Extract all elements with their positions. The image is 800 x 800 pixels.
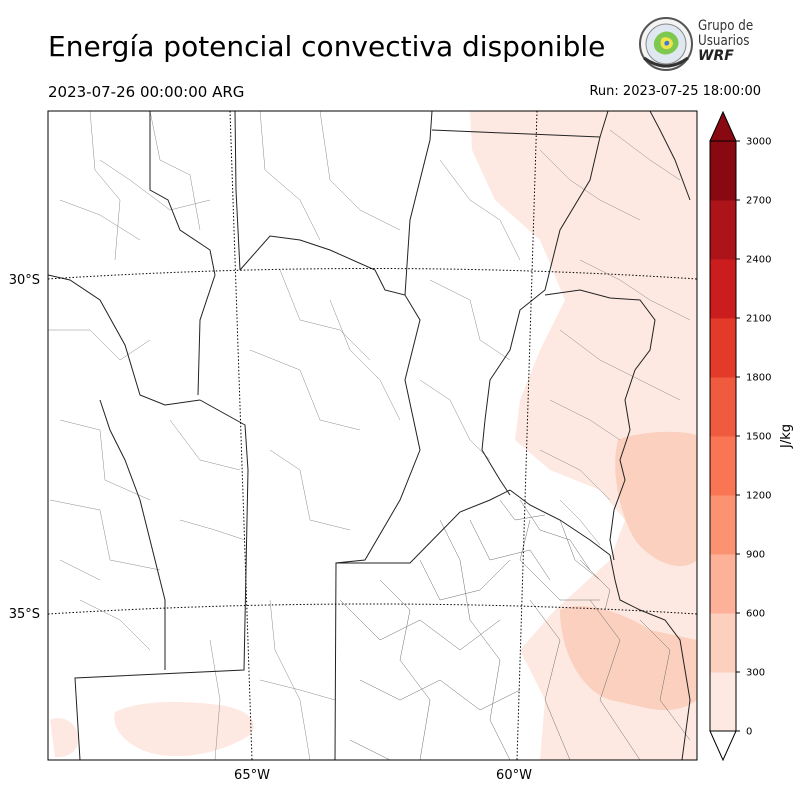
colorbar-segment (710, 259, 736, 319)
boundary-santiago-west (234, 111, 241, 271)
colorbar-segment (710, 613, 736, 673)
map-area (48, 111, 697, 760)
colorbar-tick-label: 2100 (746, 314, 771, 325)
colorbar-segment (710, 141, 736, 201)
colorbar-segment (710, 200, 736, 260)
colorbar-extend-max (709, 110, 737, 142)
cape-field-low (470, 111, 697, 760)
logo-line-1: Grupo de (698, 18, 754, 34)
wrf-users-group-logo: Grupo de Usuarios WRF (636, 14, 766, 76)
seal-icon (639, 17, 693, 71)
cape-field-mid (615, 431, 697, 567)
boundary-santiago-east (404, 111, 433, 296)
parallel-30s (48, 268, 697, 280)
map-frame (47, 110, 698, 761)
colorbar-segment (710, 672, 736, 732)
run-time: Run: 2023-07-25 18:00:00 (589, 84, 761, 99)
cape-field-low (50, 718, 79, 758)
graticule (48, 111, 697, 760)
colorbar-segment (710, 495, 736, 555)
partido-boundaries (339, 499, 691, 760)
colorbar-segment (710, 318, 736, 378)
valid-time: 2023-07-26 00:00:00 ARG (48, 83, 245, 101)
colorbar-tick-label: 0 (746, 727, 752, 738)
colorbar-segment (710, 554, 736, 614)
colorbar-extend-min (709, 730, 737, 762)
colorbar-tick-label: 1500 (746, 432, 771, 443)
colorbar-tick-label: 900 (746, 550, 765, 561)
boundary-catamarca-tucuman (149, 111, 216, 276)
colorbar-unit-label: J/kg (779, 424, 794, 449)
boundary-cordoba-west (197, 274, 216, 396)
department-boundaries (48, 111, 691, 760)
colorbar-tick-label: 3000 (746, 137, 771, 148)
boundary-la-rioja-sanjuan (99, 399, 166, 670)
lon-label-60w: 60°W (496, 768, 532, 783)
coastline-rio-plata (609, 554, 691, 760)
colorbar-tick-label: 600 (746, 609, 765, 620)
lat-label-35s: 35°S (9, 607, 40, 622)
boundary-santiago-south (239, 235, 421, 760)
colorbar-tick-label: 1800 (746, 373, 771, 384)
colorbar-tick-label: 2400 (746, 255, 771, 266)
map-title: Energía potencial convectiva disponible (48, 30, 606, 63)
colorbar-tick-label: 300 (746, 668, 765, 679)
cape-shading (50, 111, 697, 760)
colorbar: 0 300 600 900 1200 1500 1800 2100 2400 2700 3000 (709, 110, 771, 762)
boundary-santafe-east (481, 136, 601, 496)
logo-line-2: Usuarios (698, 33, 750, 49)
lat-label-30s: 30°S (9, 273, 40, 288)
boundary-entrerios-south (509, 489, 611, 556)
parallel-35s (48, 603, 697, 615)
logo-line-3: WRF (698, 48, 734, 64)
colorbar-tick-label: 1200 (746, 491, 771, 502)
boundary-corrientes-misiones (649, 111, 691, 201)
colorbar-segment (710, 377, 736, 437)
colorbar-tick-label: 2700 (746, 196, 771, 207)
cape-field-mid (560, 606, 697, 711)
lon-label-65w: 65°W (234, 768, 270, 783)
boundary-catamarca-lrioja (48, 274, 201, 406)
boundary-entrerios-corrientes (544, 289, 656, 561)
colorbar-segment (710, 436, 736, 496)
boundary-santafe-ba (336, 489, 511, 564)
